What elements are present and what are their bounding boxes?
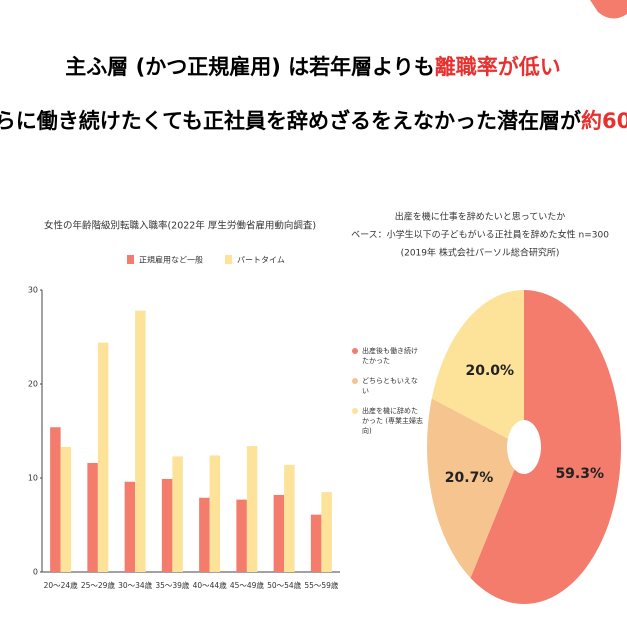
slice-label: 20.7%	[445, 470, 494, 486]
headline-text: 主ふ層 (かつ正規雇用) は若年層よりも	[65, 55, 434, 79]
bar	[87, 462, 98, 572]
bar	[135, 310, 146, 572]
legend-label: パートタイム	[237, 256, 285, 265]
bar	[50, 427, 61, 572]
x-tick-label: 55～59歳	[304, 580, 339, 590]
x-tick-label: 35～39歳	[155, 580, 190, 590]
corner-decoration	[590, 0, 627, 19]
legend-swatch	[352, 348, 358, 354]
bar	[209, 455, 221, 572]
bar	[97, 342, 109, 572]
legend-label: 出産後も働き続けたかった	[362, 347, 418, 365]
x-tick-label: 20～24歳	[44, 580, 79, 590]
bar	[172, 456, 183, 572]
pie-slice	[427, 398, 515, 578]
bar	[246, 446, 258, 572]
x-tick-label: 25～29歳	[81, 580, 116, 590]
legend-swatch	[352, 378, 358, 384]
bar-title: 女性の年齢階級別転職入職率(2022年 厚生労働省雇用動向調査)	[44, 220, 316, 232]
headline-highlight: 離職率が低い	[435, 55, 561, 79]
y-tick-label: 30	[28, 286, 38, 295]
headline-text: さらに働き続けたくても正社員を辞めざるをえなかった潜在層が	[0, 109, 581, 133]
bar	[310, 514, 322, 572]
pie-title: (2019年 株式会社パーソル総合研究所)	[401, 247, 560, 259]
pie-slice	[470, 290, 621, 604]
x-tick-label: 40～44歳	[193, 580, 228, 590]
bar	[161, 478, 173, 572]
x-tick-label: 45～49歳	[230, 580, 265, 590]
pie-slice	[431, 290, 524, 439]
slice-label: 59.3%	[555, 466, 604, 482]
y-tick-label: 20	[28, 380, 38, 389]
x-tick-label: 30～34歳	[118, 580, 153, 590]
legend-item: どちらともいえない	[352, 376, 424, 396]
bar	[60, 446, 72, 572]
headline-1: 主ふ層 (かつ正規雇用) は若年層よりも離職率が低い	[65, 55, 560, 79]
slice-label: 20.0%	[466, 363, 515, 379]
legend-label: どちらともいえない	[362, 377, 418, 395]
legend-swatch	[352, 408, 358, 414]
y-tick-label: 0	[33, 568, 38, 577]
pie-title: 出産を機に仕事を辞めたいと思っていたか	[395, 211, 566, 223]
bar	[273, 494, 285, 572]
y-tick-label: 10	[28, 474, 38, 483]
bar	[124, 481, 136, 572]
headline-highlight: 約60%	[581, 109, 627, 133]
bar	[236, 499, 247, 572]
x-tick-label: 50～54歳	[267, 580, 302, 590]
headline-2: さらに働き続けたくても正社員を辞めざるをえなかった潜在層が約60%	[0, 109, 627, 133]
legend-label: 正規雇用など一般	[139, 255, 203, 265]
bar	[284, 464, 295, 572]
legend-item: 出産後も働き続けたかった	[352, 346, 424, 366]
legend-label: 出産を機に辞めたかった (専業主婦志向)	[362, 407, 423, 435]
legend-swatch	[225, 255, 232, 264]
pie-title: ベース：小学生以下の子どもがいる正社員を辞めた女性 n=300	[351, 229, 609, 241]
bar	[199, 497, 210, 572]
legend-swatch	[127, 255, 134, 264]
legend-item: 出産を機に辞めたかった (専業主婦志向)	[352, 406, 424, 436]
bar	[321, 492, 332, 572]
